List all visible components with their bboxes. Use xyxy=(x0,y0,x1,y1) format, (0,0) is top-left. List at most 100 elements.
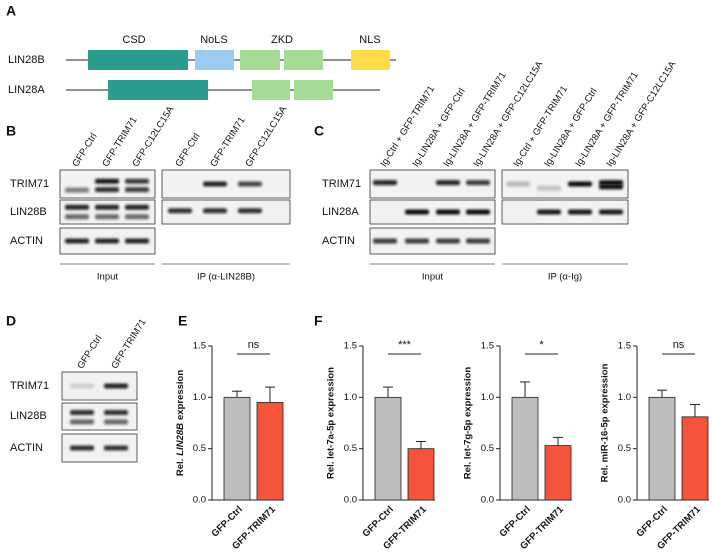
y-tick-label: 1.5 xyxy=(193,341,206,352)
blot-band xyxy=(125,204,149,210)
panel-label: A xyxy=(6,3,16,19)
blot-band xyxy=(238,208,262,214)
y-tick-label: 0.5 xyxy=(481,443,494,454)
blot-band xyxy=(436,180,460,186)
bar xyxy=(681,416,709,501)
blot-band xyxy=(537,185,561,191)
domain-label: NLS xyxy=(359,34,380,46)
domain-zkd xyxy=(240,50,280,70)
blot-band xyxy=(203,181,227,187)
lane-label: GFP-Ctrl xyxy=(70,131,99,169)
blot-band xyxy=(125,178,149,184)
y-axis-label-part: LIN28B xyxy=(175,423,186,456)
y-tick-label: 1.5 xyxy=(481,341,494,352)
panel-label: F xyxy=(314,313,323,329)
row-label: ACTIN xyxy=(10,235,43,247)
domain-zkd xyxy=(284,50,323,70)
blot-band xyxy=(599,184,623,190)
blot-band xyxy=(125,214,149,220)
bar xyxy=(374,396,402,501)
blot-band xyxy=(125,238,149,244)
domain-nols xyxy=(195,50,234,70)
blot-band xyxy=(65,187,89,193)
blot-band xyxy=(599,209,623,215)
blot-band xyxy=(95,204,119,210)
domain-zkd xyxy=(294,80,333,100)
bar xyxy=(648,396,676,501)
y-tick-label: 0.5 xyxy=(618,443,631,454)
row-label: ACTIN xyxy=(10,442,43,454)
y-axis-label: Rel. LIN28B expression xyxy=(175,370,186,477)
blot-band xyxy=(95,214,119,220)
blot-band xyxy=(568,181,592,187)
blot-band xyxy=(104,383,128,389)
blot-band xyxy=(373,238,397,244)
blot-band xyxy=(168,208,192,214)
blot-band xyxy=(104,419,128,425)
lane-label: GFP-TRIM71 xyxy=(109,317,148,371)
row-label: LIN28A xyxy=(322,206,359,218)
significance-label: ns xyxy=(673,339,685,351)
y-axis-label-part: Rel. xyxy=(175,459,186,476)
bar xyxy=(511,396,539,501)
blot-band xyxy=(104,445,128,451)
blot-band xyxy=(466,209,490,215)
domain-label: CSD xyxy=(122,34,145,46)
blot-band xyxy=(203,208,227,214)
blot-band xyxy=(436,238,460,244)
panel-label: C xyxy=(314,123,324,139)
panel-label: D xyxy=(6,313,16,329)
blot-band xyxy=(70,445,94,451)
group-label: Input xyxy=(422,272,443,283)
y-tick-label: 0.0 xyxy=(344,495,357,506)
blot-band xyxy=(65,214,89,220)
blot-band xyxy=(125,187,149,193)
blot-band xyxy=(599,180,623,186)
y-tick-label: 0.0 xyxy=(618,495,631,506)
y-tick-label: 1.0 xyxy=(344,392,357,403)
row-label: LIN28B xyxy=(10,206,47,218)
blot-band xyxy=(65,238,89,244)
blot-band xyxy=(373,180,397,186)
significance-label: *** xyxy=(398,339,412,351)
group-label: Input xyxy=(97,272,118,283)
blot-band xyxy=(65,204,89,210)
y-tick-label: 1.0 xyxy=(481,392,494,403)
significance-label: * xyxy=(539,339,544,351)
significance-label: ns xyxy=(248,339,260,351)
y-axis-label: Rel. miR-16-5p expression xyxy=(600,363,611,482)
y-tick-label: 1.0 xyxy=(618,392,631,403)
domain-nls xyxy=(351,50,390,70)
y-axis-label: Rel. let-7g-5p expression xyxy=(463,367,474,480)
y-tick-label: 0.0 xyxy=(193,495,206,506)
domain-label: NoLS xyxy=(200,34,228,46)
y-tick-label: 1.5 xyxy=(344,341,357,352)
lane-label: GFP-C12LC15A xyxy=(130,104,176,169)
row-label: TRIM71 xyxy=(10,178,49,190)
blot-band xyxy=(95,178,119,184)
y-tick-label: 0.5 xyxy=(344,443,357,454)
y-tick-label: 1.0 xyxy=(193,392,206,403)
y-axis-label: Rel. let-7a-5p expression xyxy=(326,367,337,479)
blot-band xyxy=(537,209,561,215)
protein-label: LIN28B xyxy=(8,54,45,66)
blot-strip xyxy=(59,199,156,225)
blot-band xyxy=(70,419,94,425)
protein-label: LIN28A xyxy=(8,84,45,96)
row-label: TRIM71 xyxy=(10,380,49,392)
bar xyxy=(407,448,435,501)
blot-strip xyxy=(61,402,138,431)
blot-band xyxy=(238,181,262,187)
blot-strip xyxy=(59,169,156,199)
row-label: TRIM71 xyxy=(322,178,361,190)
bar xyxy=(256,402,284,501)
lane-label: GFP-C12LC15A xyxy=(243,104,289,169)
blot-band xyxy=(70,383,94,389)
bar xyxy=(544,445,572,501)
blot-band xyxy=(95,238,119,244)
blot-band xyxy=(104,409,128,415)
lane-label: GFP-TRIM71 xyxy=(208,115,247,169)
blot-band xyxy=(405,238,429,244)
panel-label: B xyxy=(6,123,16,139)
